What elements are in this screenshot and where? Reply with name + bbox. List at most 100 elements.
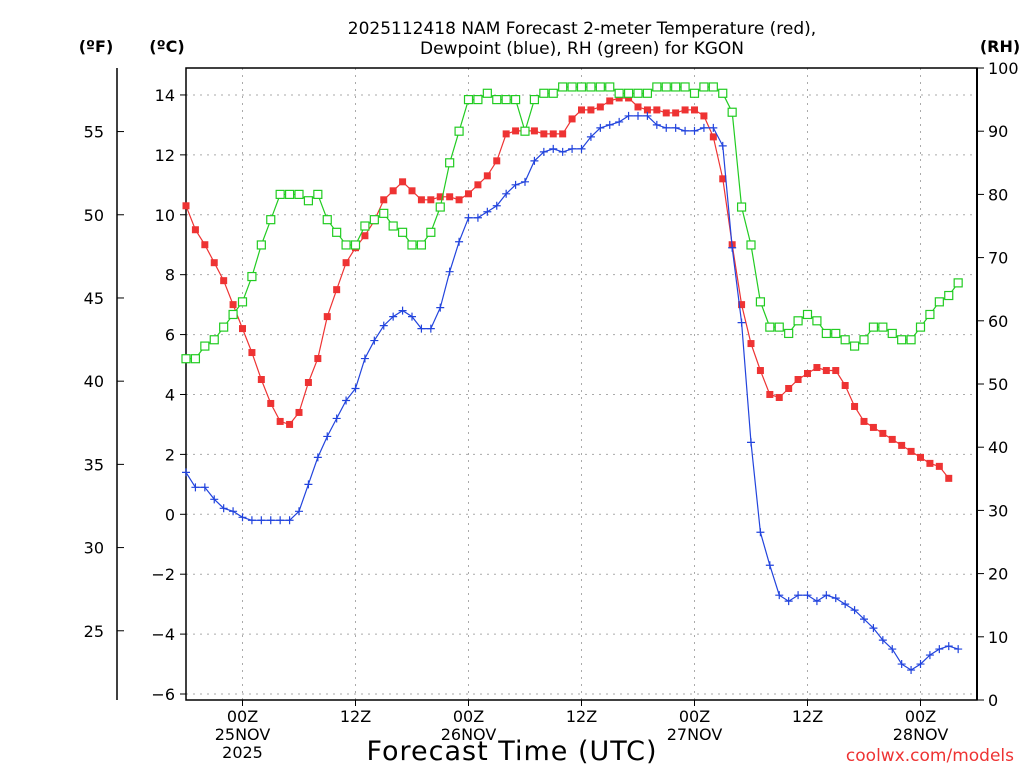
data-point-temperature xyxy=(587,106,595,114)
data-point-rh xyxy=(840,335,850,345)
series-line-temperature xyxy=(185,97,950,479)
c-tick-label: 6 xyxy=(165,326,175,345)
data-point-dewpoint xyxy=(445,267,454,276)
data-point-dewpoint xyxy=(530,156,539,165)
data-point-dewpoint xyxy=(558,147,567,156)
data-point-dewpoint xyxy=(389,312,398,321)
data-point-temperature xyxy=(191,226,199,234)
data-point-dewpoint xyxy=(229,507,238,516)
data-point-rh xyxy=(821,328,831,339)
data-point-rh xyxy=(802,309,813,320)
data-point-rh xyxy=(595,82,605,92)
data-point-rh xyxy=(266,215,276,225)
data-point-dewpoint xyxy=(737,318,746,327)
data-point-dewpoint xyxy=(907,666,916,675)
data-point-rh xyxy=(482,88,492,98)
c-tick-label: 10 xyxy=(155,206,175,225)
data-point-temperature xyxy=(681,106,689,114)
data-point-dewpoint xyxy=(690,126,699,135)
c-tick-label: 12 xyxy=(155,146,175,165)
data-point-rh xyxy=(727,107,737,117)
data-point-dewpoint xyxy=(323,432,332,441)
data-point-rh xyxy=(313,189,323,199)
data-point-rh xyxy=(548,88,558,98)
data-point-dewpoint xyxy=(276,516,285,525)
data-point-temperature xyxy=(540,130,548,138)
data-point-dewpoint xyxy=(455,237,464,246)
data-point-temperature xyxy=(756,367,764,375)
data-point-temperature xyxy=(361,232,369,240)
data-point-rh xyxy=(586,82,596,92)
grid-lines xyxy=(186,68,977,700)
data-point-rh xyxy=(906,335,916,345)
x-tick-label: 26NOV xyxy=(441,725,497,744)
x-axis-label: Forecast Time (UTC) xyxy=(366,736,657,767)
data-point-temperature xyxy=(483,172,491,180)
f-tick-label: 55 xyxy=(84,123,104,142)
chart-title-line2: Dewpoint (blue), RH (green) for KGON xyxy=(420,39,744,59)
data-point-rh xyxy=(878,322,888,332)
data-point-dewpoint xyxy=(605,120,614,129)
data-point-dewpoint xyxy=(502,189,511,198)
data-point-rh xyxy=(887,328,897,339)
data-point-rh xyxy=(247,271,257,282)
data-point-rh xyxy=(341,240,351,250)
data-point-temperature xyxy=(662,109,670,117)
data-point-temperature xyxy=(643,106,651,114)
x-tick-label: 27NOV xyxy=(667,725,723,744)
c-tick-label: 2 xyxy=(165,445,175,464)
chart-title-line1: 2025112418 NAM Forecast 2-meter Temperat… xyxy=(348,19,816,39)
data-point-rh xyxy=(181,354,191,364)
data-point-temperature xyxy=(239,325,246,333)
data-point-rh xyxy=(567,82,577,92)
data-point-rh xyxy=(397,227,408,237)
data-point-rh xyxy=(774,322,784,332)
series-rh xyxy=(181,82,963,364)
data-point-temperature xyxy=(700,112,708,120)
data-point-temperature xyxy=(446,193,454,201)
data-point-temperature xyxy=(926,459,934,467)
data-point-rh xyxy=(680,82,690,92)
data-point-dewpoint xyxy=(756,528,765,537)
rh-tick-label: 80 xyxy=(988,185,1008,204)
rh-tick-label: 40 xyxy=(988,438,1008,457)
data-point-dewpoint xyxy=(775,591,784,600)
data-point-dewpoint xyxy=(869,624,878,633)
data-point-dewpoint xyxy=(596,123,605,132)
data-point-temperature xyxy=(380,196,388,204)
data-point-dewpoint xyxy=(624,111,633,120)
data-point-dewpoint xyxy=(191,483,200,492)
rh-tick-label: 90 xyxy=(988,122,1008,141)
data-point-dewpoint xyxy=(765,561,774,570)
data-point-rh xyxy=(944,290,954,301)
data-point-rh xyxy=(510,94,521,105)
data-point-temperature xyxy=(286,420,294,428)
data-point-temperature xyxy=(276,417,284,425)
data-point-rh xyxy=(492,94,502,105)
c-tick-label: 8 xyxy=(165,266,175,285)
data-point-temperature xyxy=(634,103,642,111)
data-point-rh xyxy=(642,88,653,98)
data-point-rh xyxy=(228,309,238,320)
rh-tick-label: 50 xyxy=(988,375,1008,394)
data-point-temperature xyxy=(455,196,463,204)
data-point-temperature xyxy=(841,381,849,389)
data-point-temperature xyxy=(549,130,557,138)
c-tick-label: −2 xyxy=(151,565,175,584)
x-tick-label: 12Z xyxy=(792,707,823,726)
data-point-dewpoint xyxy=(728,243,737,252)
data-point-rh xyxy=(294,189,304,199)
data-point-temperature xyxy=(935,462,943,470)
data-point-dewpoint xyxy=(822,591,831,600)
data-point-dewpoint xyxy=(841,600,850,609)
data-point-dewpoint xyxy=(586,132,595,141)
f-tick-label: 30 xyxy=(84,539,104,558)
data-point-dewpoint xyxy=(426,324,435,333)
x-tick-label: 00Z xyxy=(679,707,710,726)
unit-label-rh: (RH) xyxy=(980,37,1020,56)
data-point-dewpoint xyxy=(351,384,360,393)
data-point-dewpoint xyxy=(925,651,934,660)
data-point-temperature xyxy=(822,367,830,375)
data-point-temperature xyxy=(295,408,303,416)
data-point-rh xyxy=(529,94,540,105)
